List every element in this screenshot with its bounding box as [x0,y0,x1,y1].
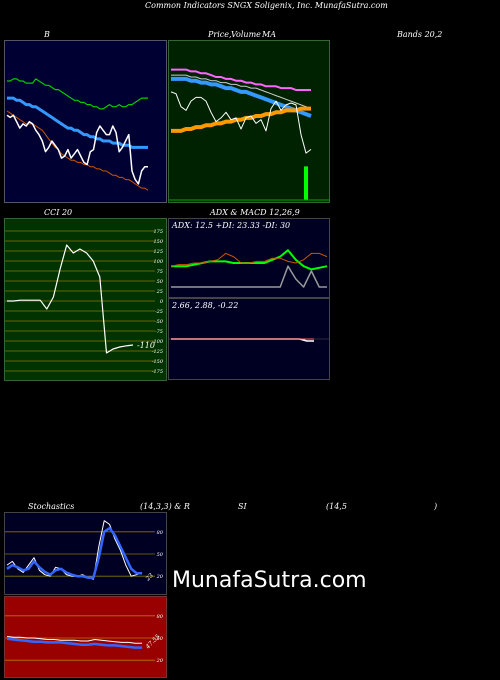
adx-label: ADX: 12.5 +DI: 23.33 -DI: 30 [172,221,291,230]
ma-series-2 [171,76,312,118]
price-title: Price, [208,30,232,39]
rsi-series-1 [6,637,142,649]
cci-tick-label: -25 [155,309,163,315]
header-title: Common Indicators SNGX Soligenix, Inc. M… [145,1,388,10]
watermark: MunafaSutra.com [172,568,367,593]
stoch-series-1 [6,526,142,579]
cci-tick-label: 0 [160,299,164,305]
si-title: SI [238,502,247,511]
macd-chart [169,338,329,342]
rsi-chart: 80 50 20 47.55 [5,614,164,664]
cci-line [7,244,134,354]
adx-chart [170,249,328,288]
rsi-tick-label: 50 [157,636,164,642]
rsi-panel: 80 50 20 47.55 [4,596,167,678]
cci-last-value: -110 [137,341,155,350]
cci-tick-label: -100 [152,339,164,345]
bands-title: Bands 20,2 [397,30,443,39]
stoch-tick-label: 20 [156,574,164,580]
price-ma-panel [168,40,330,203]
cci-tick-label: 50 [157,279,164,285]
bollinger-chart [6,78,149,191]
cci-tick-label: 100 [153,259,163,265]
cci-tick-label: 25 [156,289,163,295]
volume-bar [304,166,308,200]
cci-tick-label: -50 [155,319,164,325]
rsi-close-paren: ) [434,502,438,511]
macd-panel: 2.66, 2.88, -0.22 [168,298,330,380]
adx-panel: ADX: 12.5 +DI: 23.33 -DI: 30 [168,218,330,298]
rsi-tick-label: 80 [157,614,164,620]
adx-series-2 [171,265,327,288]
ma-series-1 [171,74,312,110]
ma-series-4 [170,91,312,154]
stochastics-panel: 80 50 20 23 [4,512,167,595]
cci-tick-label: -75 [155,329,163,335]
adx-macd-title: ADX & MACD 12,26,9 [210,208,300,217]
cci-panel: 175 150 125 100 75 50 25 0 -25 -50 -75 -100 -125 -150… [4,218,167,381]
cci-tick-label: 175 [153,229,163,235]
stoch-params: (14,3,3) & R [140,502,190,511]
bb-series-1 [7,96,148,149]
price-ma-chart [169,68,329,201]
stoch-last-value: 23 [144,572,155,583]
cci-tick-label: 125 [153,249,163,255]
cci-tick-label: -125 [152,349,163,355]
rsi-params: (14,5 [326,502,347,511]
bb-series-3 [6,114,148,185]
rsi-series-0 [6,636,142,644]
bb-title: B [44,30,50,39]
cci-tick-label: 150 [153,239,163,245]
cci-tick-label: -175 [152,369,163,375]
cci-chart: 175 150 125 100 75 50 25 0 -25 -50 -75 -100 -125 -150… [5,229,164,375]
bollinger-panel [4,40,167,203]
ma-series-3 [171,106,311,133]
adx-series-1 [170,252,328,267]
volume-title: Volume [231,30,261,39]
bb-series-0 [7,78,148,110]
ma-title: MA [262,30,276,39]
macd-label: 2.66, 2.88, -0.22 [172,301,239,310]
cci-tick-label: -150 [152,359,164,365]
stoch-tick-label: 80 [157,530,164,536]
stoch-tick-label: 50 [157,552,164,558]
cci-title: CCI 20 [44,208,73,217]
rsi-tick-label: 20 [156,658,164,664]
ma-series-0 [171,68,311,91]
rsi-last-value: 47.55 [144,633,162,651]
stoch-title: Stochastics [28,502,75,511]
bb-series-2 [6,110,149,191]
cci-tick-label: 75 [157,269,163,275]
